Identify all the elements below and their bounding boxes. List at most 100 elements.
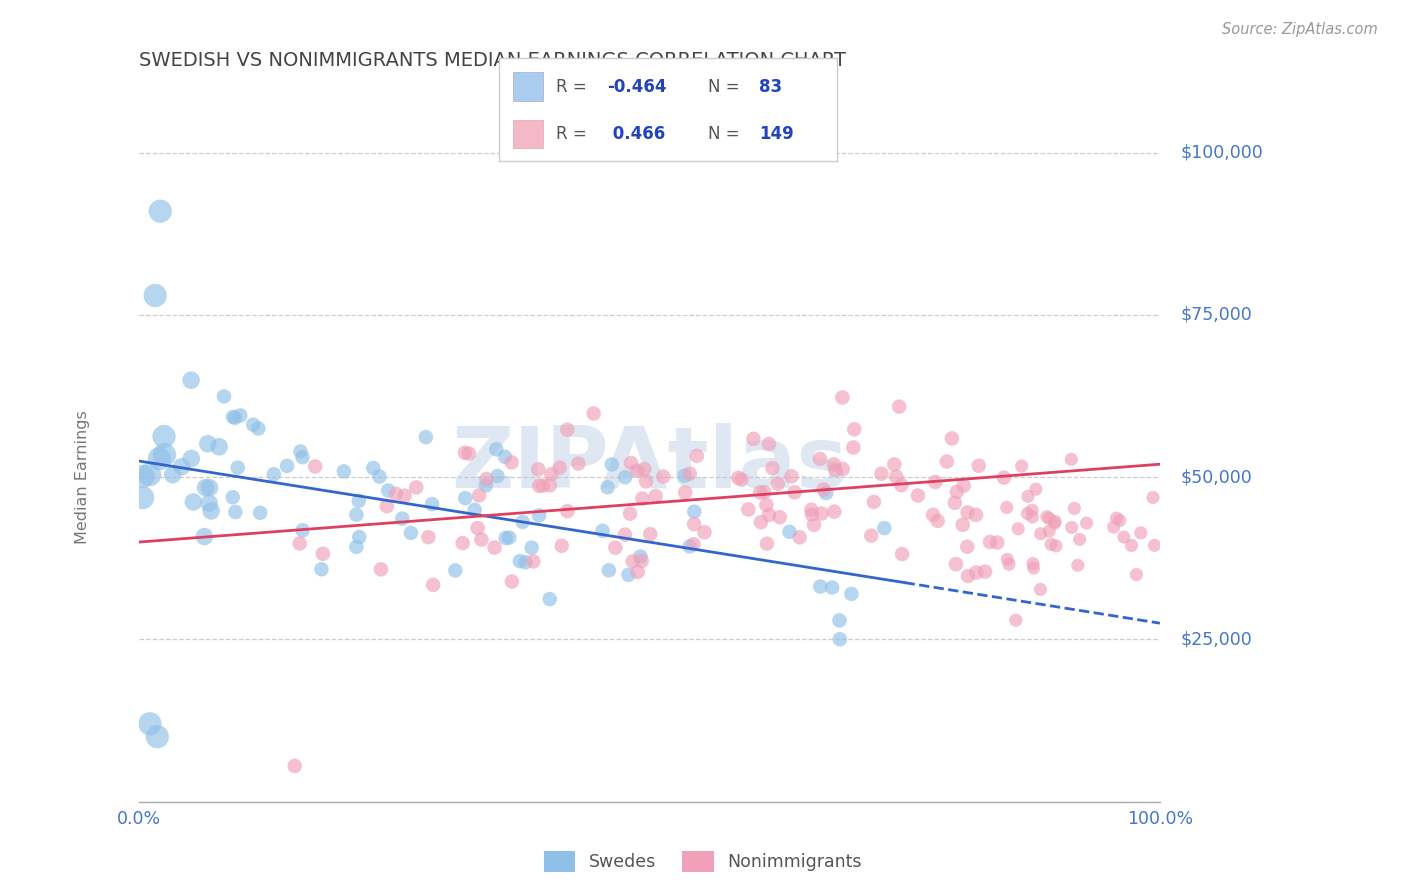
Point [226,460,249,475]
Point [470,533,492,547]
Point [198,496,221,510]
Point [1029,582,1052,597]
Point [290,444,312,458]
Point [924,475,946,489]
Point [831,462,853,476]
Text: 149: 149 [759,125,794,143]
Point [945,557,967,571]
Point [143,288,166,302]
Point [333,464,356,478]
Point [242,417,264,432]
Point [693,525,716,540]
Point [1060,452,1083,467]
Point [979,535,1001,549]
Point [263,467,285,482]
Point [883,458,905,472]
Point [1142,491,1164,505]
Point [198,481,221,495]
Text: $25,000: $25,000 [1181,631,1253,648]
Point [627,565,650,579]
Point [824,463,846,477]
Point [418,530,440,544]
Point [766,476,789,491]
Point [284,759,307,773]
FancyBboxPatch shape [513,72,543,101]
Point [1022,561,1045,575]
Point [727,471,749,485]
Point [347,493,370,508]
Point [630,554,652,568]
Point [1043,516,1066,531]
Point [614,527,637,541]
Point [592,524,614,538]
Point [162,467,184,482]
Point [1112,530,1135,544]
Point [1021,510,1043,524]
Point [486,469,509,483]
Point [391,511,413,525]
Point [458,446,481,460]
Point [679,467,702,481]
Point [755,498,778,512]
Point [993,470,1015,484]
Point [224,410,246,425]
Point [208,440,231,454]
Point [808,451,831,466]
Point [922,508,945,522]
Point [420,497,443,511]
Point [927,514,949,528]
Point [749,485,772,500]
Point [754,485,776,500]
Point [965,508,987,522]
Point [1022,557,1045,571]
Text: $50,000: $50,000 [1181,468,1253,486]
Point [780,469,803,483]
Point [737,502,759,516]
Point [683,517,706,532]
Text: R =: R = [557,78,588,95]
Point [758,508,780,522]
Point [761,461,783,475]
Point [630,549,652,564]
Point [399,525,422,540]
Point [1040,537,1063,551]
Point [621,554,644,568]
Point [870,467,893,481]
Point [943,496,966,510]
Point [1143,538,1166,552]
Point [1004,613,1026,627]
Point [810,507,832,521]
Point [361,461,384,475]
Point [224,505,246,519]
Point [995,500,1018,515]
Point [139,716,162,731]
Point [755,536,778,550]
Text: SWEDISH VS NONIMMIGRANTS MEDIAN EARNINGS CORRELATION CHART: SWEDISH VS NONIMMIGRANTS MEDIAN EARNINGS… [139,51,845,70]
Point [769,510,792,524]
Text: 0.466: 0.466 [607,125,665,143]
Point [197,436,219,450]
Point [605,541,627,555]
Point [686,449,709,463]
Point [600,458,623,472]
Point [974,565,997,579]
Point [454,491,477,505]
Point [200,504,222,518]
Text: 83: 83 [759,78,782,95]
Point [229,409,252,423]
Point [633,462,655,476]
Point [844,422,866,436]
Point [673,485,696,500]
FancyBboxPatch shape [513,120,543,148]
Point [193,530,215,544]
Point [467,521,489,535]
Point [956,569,979,583]
Point [808,580,831,594]
Point [451,536,474,550]
Point [779,524,801,539]
Point [935,454,957,468]
Text: $75,000: $75,000 [1181,306,1253,324]
Point [529,479,551,493]
Point [967,458,990,473]
Point [149,204,172,219]
